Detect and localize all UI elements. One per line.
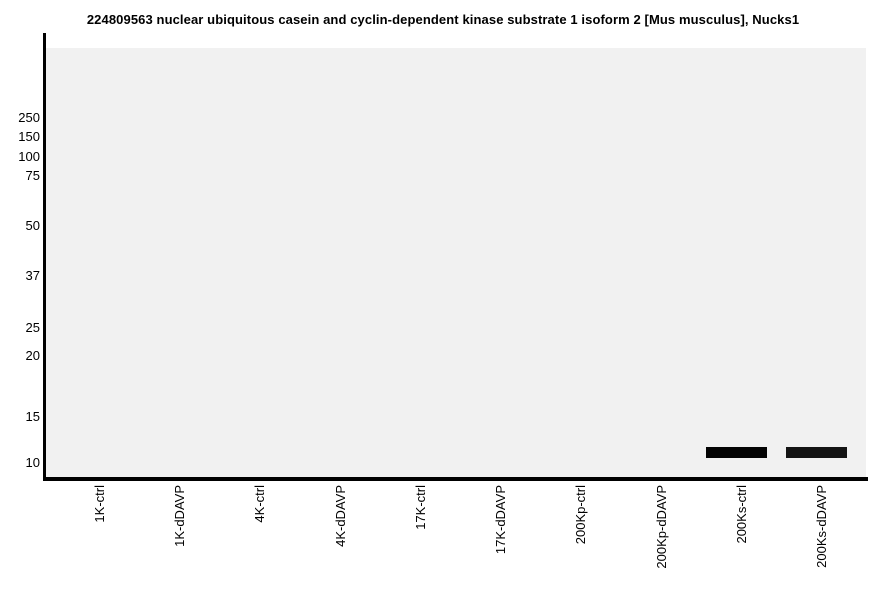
y-tick-label: 15 [25,409,40,424]
y-tick-label: 10 [25,455,40,470]
lane-label: 200Kp-dDAVP [654,485,669,569]
lane-label: 4K-ctrl [252,485,267,523]
lane-label: 200Ks-dDAVP [814,485,829,568]
lane-label: 17K-dDAVP [493,485,508,555]
lane-label: 1K-dDAVP [172,485,187,547]
protein-band [786,447,847,458]
x-axis-line [43,477,868,481]
lane-label: 17K-ctrl [413,485,428,530]
lane-label: 200Kp-ctrl [573,485,588,545]
y-tick-label: 100 [18,149,40,164]
lane-label: 200Ks-ctrl [734,485,749,544]
y-tick-label: 20 [25,348,40,363]
lane-label: 4K-dDAVP [333,485,348,547]
y-tick-label: 50 [25,218,40,233]
protein-band [706,447,767,458]
y-tick-label: 150 [18,129,40,144]
gel-plot-background [46,48,866,477]
y-tick-label: 250 [18,110,40,125]
y-tick-label: 25 [25,320,40,335]
y-axis-line [43,33,46,481]
figure-title: 224809563 nuclear ubiquitous casein and … [86,12,800,27]
lane-label: 1K-ctrl [92,485,107,523]
y-tick-label: 37 [25,268,40,283]
y-tick-label: 75 [25,168,40,183]
